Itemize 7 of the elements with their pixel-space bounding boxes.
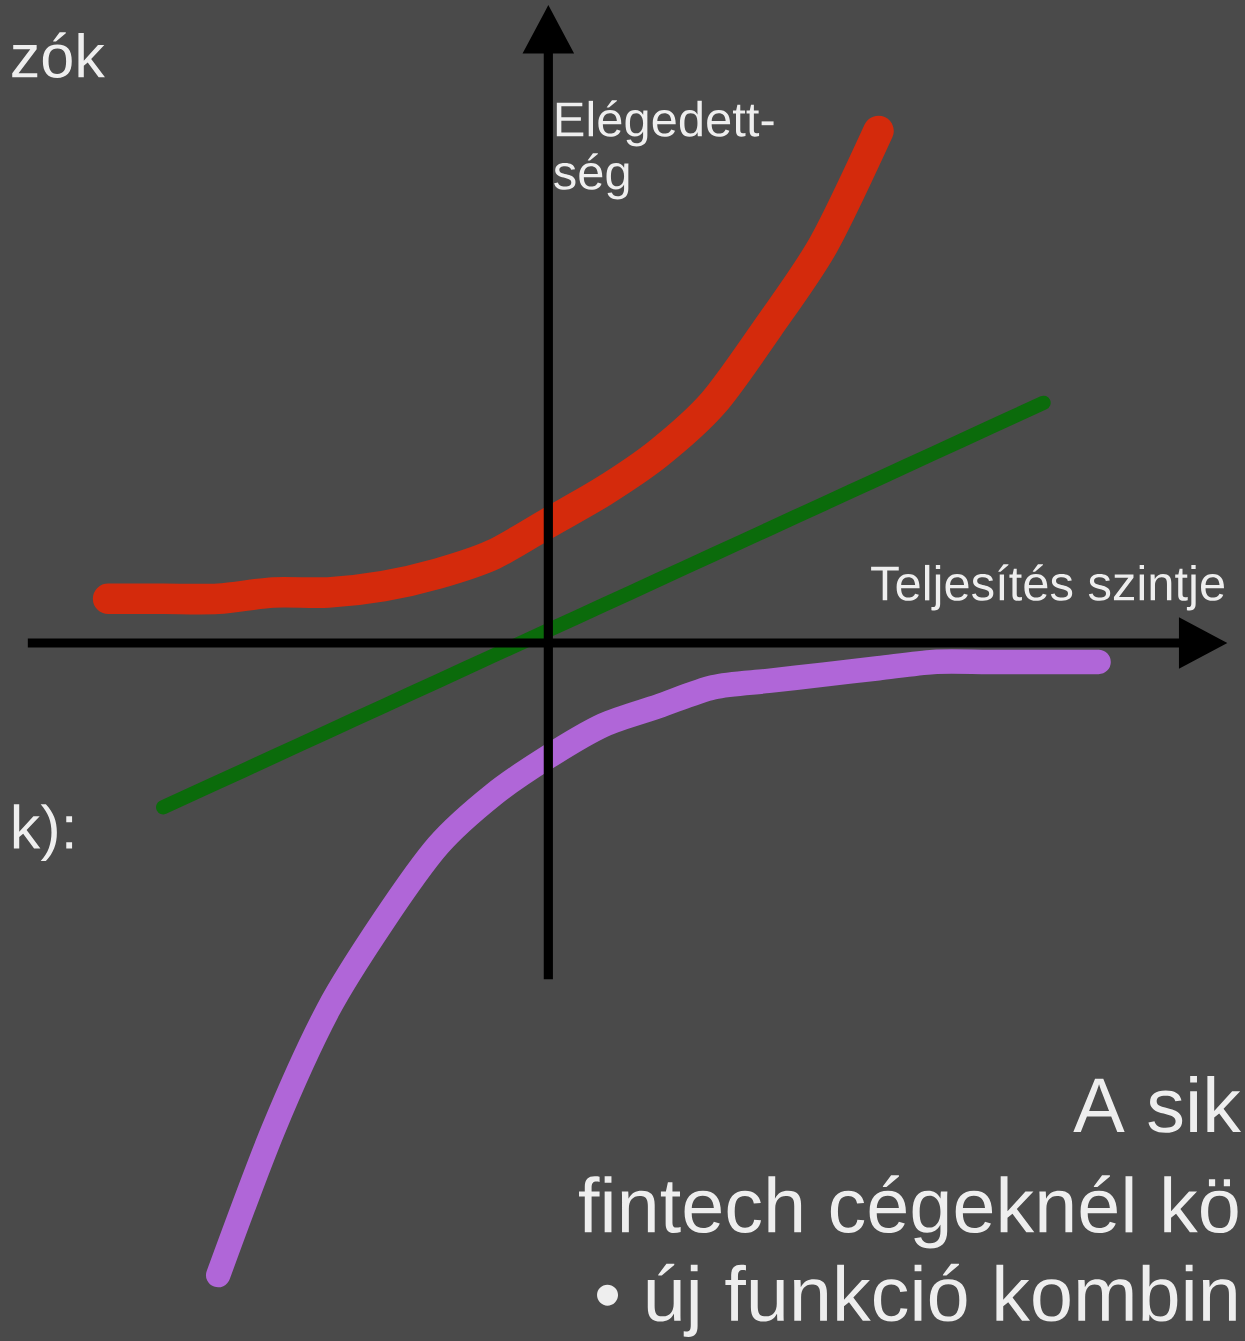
annotation: A sik (1073, 1075, 1241, 1133)
text: zók (12, 32, 105, 78)
y-axis-title: Elégedett-ség (554, 100, 774, 200)
annotation: • új funkció kombin (597, 1263, 1236, 1337)
annotation: fintech cégeknél kö (578, 1175, 1238, 1249)
text: k): (13, 804, 73, 862)
x-axis-title: Teljesítés szintje (871, 564, 1224, 611)
